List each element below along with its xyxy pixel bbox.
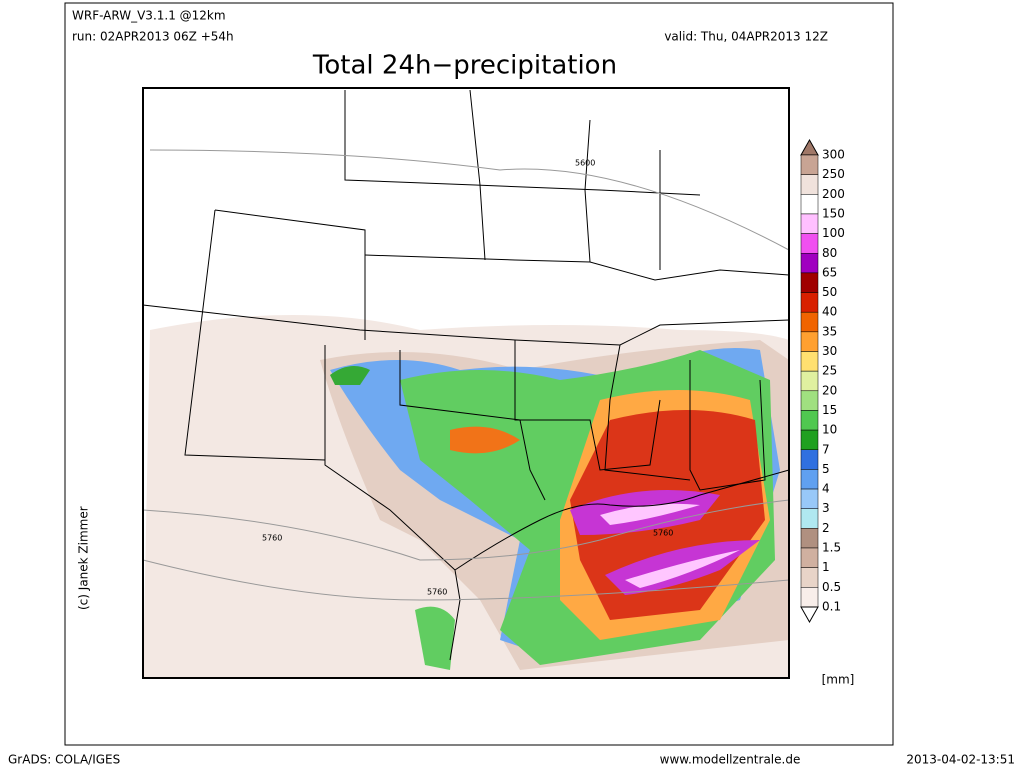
- colorbar-label: 100: [822, 226, 845, 240]
- colorbar-bin: [800, 547, 819, 568]
- colorbar-bin: [800, 429, 819, 451]
- colorbar-label: 0.5: [822, 580, 841, 594]
- contour-label: 5760: [653, 529, 673, 538]
- colorbar-label: 1.5: [822, 541, 841, 555]
- colorbar-bin: [800, 194, 819, 215]
- boundaries: [142, 89, 790, 661]
- colorbar-label: 20: [822, 383, 837, 397]
- colorbar-bin: [800, 351, 819, 372]
- colorbar-bin: [800, 449, 819, 470]
- colorbar-bin: [800, 154, 819, 175]
- colorbar-bin: [800, 370, 819, 392]
- colorbar-label: 10: [822, 423, 837, 437]
- colorbar-label: 35: [822, 324, 837, 338]
- colorbar-label: 150: [822, 206, 845, 220]
- colorbar-label: 5: [822, 462, 830, 476]
- footer-left: GrADS: COLA/IGES: [8, 753, 120, 767]
- colorbar-bin: [800, 488, 819, 509]
- colorbar-label: 2: [822, 521, 830, 535]
- colorbar-bin: [800, 410, 819, 431]
- contours: [142, 149, 790, 601]
- colorbar-label: 15: [822, 403, 837, 417]
- colorbar-bin: [800, 587, 819, 608]
- contour-label: 5760: [262, 534, 282, 543]
- colorbar-label: 65: [822, 265, 837, 279]
- model: WRF-ARW_V3.1.1 @12km: [72, 9, 226, 23]
- credit: (c) Janek Zimmer: [77, 506, 91, 610]
- precip: [143, 315, 789, 678]
- contour-label: 5760: [427, 588, 447, 597]
- colorbar-label: 3: [822, 501, 830, 515]
- colorbar-label: 200: [822, 187, 845, 201]
- colorbar-bin: [800, 469, 819, 490]
- colorbar-bin: [800, 292, 819, 313]
- colorbar: 300 250 200 150 100 80 65 50 40 35 30 25 20 15 10 7 5 4 3 2…: [800, 138, 845, 623]
- unit: [mm]: [822, 673, 855, 687]
- colorbar-label: 50: [822, 285, 837, 299]
- colorbar-bin: [800, 272, 819, 293]
- colorbar-label: 25: [822, 364, 837, 378]
- colorbar-bin: [800, 233, 819, 254]
- title: Total 24h−precipitation: [312, 51, 617, 81]
- colorbar-bin: [800, 528, 819, 549]
- footer-right: 2013-04-02-13:51: [906, 753, 1015, 767]
- run: run: 02APR2013 06Z +54h: [72, 30, 234, 44]
- colorbar-bin: [800, 253, 819, 274]
- colorbar-label: 0.1: [822, 599, 841, 613]
- colorbar-label: 1: [822, 560, 830, 574]
- colorbar-label: 80: [822, 246, 837, 260]
- colorbar-bin: [800, 390, 819, 411]
- colorbar-cap: [800, 606, 819, 623]
- colorbar-bin: [800, 331, 819, 352]
- colorbar-label: 4: [822, 482, 830, 496]
- contour-label: 5600: [575, 159, 595, 168]
- map: 5600 5760 5760 5760: [142, 87, 790, 679]
- map-border: [142, 87, 790, 679]
- colorbar-bin: [800, 174, 819, 195]
- colorbar-bin: [800, 311, 819, 333]
- colorbar-label: 300: [822, 148, 845, 162]
- colorbar-label: 250: [822, 167, 845, 181]
- colorbar-cap: [800, 138, 819, 156]
- footer-center: www.modellzentrale.de: [660, 753, 801, 767]
- colorbar-label: 30: [822, 344, 837, 358]
- valid: valid: Thu, 04APR2013 12Z: [664, 30, 828, 44]
- colorbar-label: 7: [822, 442, 830, 456]
- colorbar-bin: [800, 508, 819, 529]
- frame: [64, 2, 894, 746]
- colorbar-label: 40: [822, 305, 837, 319]
- colorbar-bin: [800, 213, 819, 234]
- colorbar-bin: [800, 567, 819, 588]
